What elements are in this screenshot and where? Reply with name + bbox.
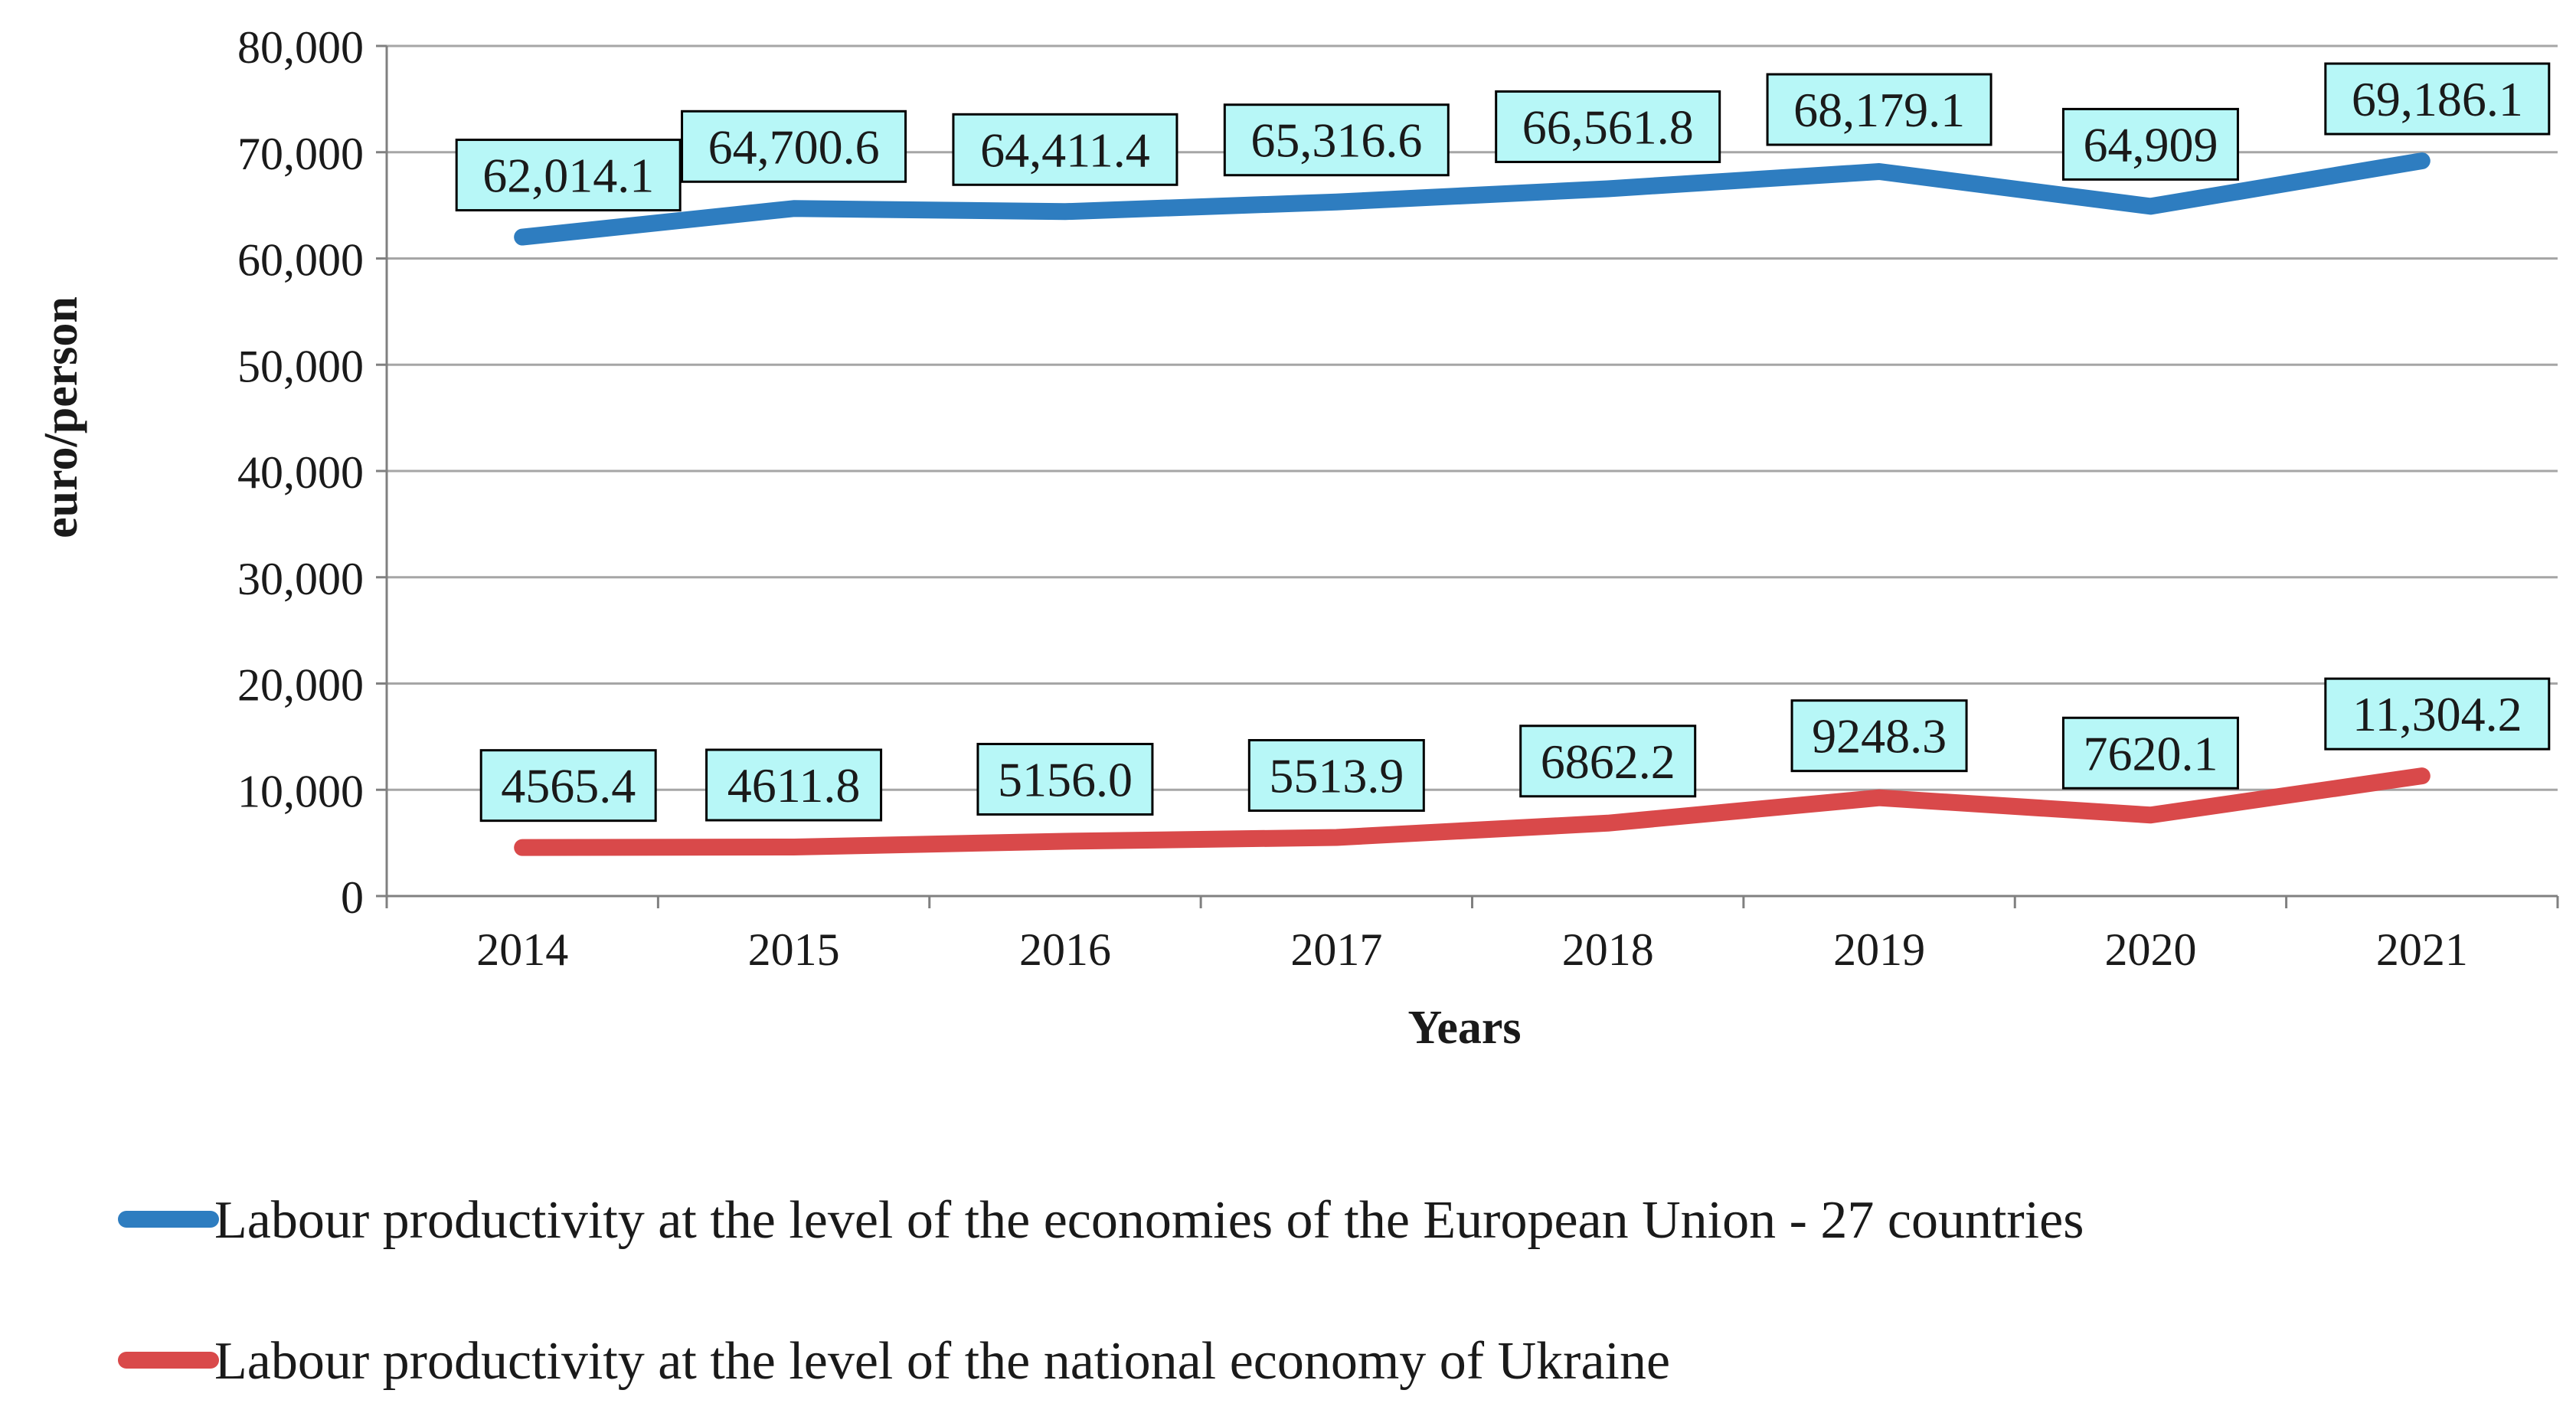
y-tick-label: 60,000 — [237, 235, 364, 286]
data-label-box — [1223, 103, 1450, 177]
x-tick-label: 2019 — [1833, 924, 1925, 975]
data-label-series1: 64,700.6 — [681, 110, 907, 183]
data-label-text: 64,700.6 — [708, 119, 880, 174]
data-label-text: 65,316.6 — [1250, 113, 1422, 168]
data-label-series2: 4565.4 — [479, 749, 657, 823]
legend-entry-1: Labour productivity at the level of the … — [118, 1191, 2084, 1250]
data-label-series2: 6862.2 — [1519, 724, 1697, 798]
x-tick-label: 2016 — [1019, 924, 1111, 975]
data-label-box — [455, 139, 682, 212]
data-label-text: 4611.8 — [727, 758, 861, 813]
data-label-box — [1495, 90, 1721, 163]
y-tick-label: 10,000 — [237, 766, 364, 816]
data-label-text: 69,186.1 — [2352, 72, 2523, 126]
y-tick-label: 0 — [341, 872, 364, 923]
data-label-text: 9248.3 — [1812, 709, 1947, 764]
y-tick-label: 40,000 — [237, 447, 364, 498]
x-tick-label: 2017 — [1290, 924, 1382, 975]
data-label-text: 5156.0 — [998, 752, 1133, 806]
data-label-text: 4565.4 — [501, 759, 636, 813]
x-tick-label: 2015 — [748, 924, 840, 975]
data-label-series1: 68,179.1 — [1766, 73, 1992, 146]
data-label-series2: 4611.8 — [705, 748, 883, 822]
data-label-box — [1766, 73, 1992, 146]
data-label-series2: 5156.0 — [976, 742, 1154, 816]
data-label-box — [2324, 62, 2551, 136]
data-label-box — [976, 742, 1154, 816]
data-label-box — [1790, 699, 1968, 773]
data-label-text: 6862.2 — [1541, 734, 1675, 789]
data-label-text: 11,304.2 — [2352, 687, 2522, 741]
data-label-box — [1519, 724, 1697, 798]
legend-label: Labour productivity at the level of the … — [214, 1332, 1670, 1391]
data-label-series2: 11,304.2 — [2324, 677, 2551, 751]
legend: Labour productivity at the level of the … — [118, 1191, 2084, 1391]
x-tick-label: 2021 — [2376, 924, 2468, 975]
data-label-series1: 69,186.1 — [2324, 62, 2551, 136]
data-label-text: 64,909 — [2083, 117, 2218, 172]
legend-entry-2: Labour productivity at the level of the … — [118, 1332, 1670, 1391]
axes: 0 10,000 20,000 30,000 40,000 50,000 60,000 70,… — [35, 22, 2559, 1054]
data-label-text: 68,179.1 — [1793, 83, 1965, 137]
y-tick-label: 80,000 — [237, 22, 364, 73]
series-lines — [514, 152, 2431, 856]
x-axis-title: Years — [1407, 1002, 1521, 1054]
data-label-box — [479, 749, 657, 823]
y-tick-label: 20,000 — [237, 660, 364, 711]
data-label-series1: 65,316.6 — [1223, 103, 1450, 177]
series-line-2 — [514, 767, 2431, 856]
y-tick-label: 50,000 — [237, 341, 364, 391]
y-tick-label: 30,000 — [237, 554, 364, 604]
data-label-series1: 64,411.4 — [952, 113, 1178, 186]
x-tick-label: 2018 — [1562, 924, 1654, 975]
legend-label: Labour productivity at the level of the … — [214, 1191, 2084, 1250]
data-label-series2: 9248.3 — [1790, 699, 1968, 773]
data-label-box — [2061, 716, 2239, 790]
x-tick-label: 2020 — [2104, 924, 2196, 975]
data-label-text: 64,411.4 — [980, 123, 1150, 177]
data-label-box — [1247, 738, 1425, 812]
data-label-series1: 64,909 — [2061, 107, 2239, 181]
data-label-series2: 7620.1 — [2061, 716, 2239, 790]
series-line-1 — [514, 152, 2431, 246]
y-tick-label: 70,000 — [237, 129, 364, 179]
data-label-series1: 62,014.1 — [455, 139, 682, 212]
data-label-box — [2324, 677, 2551, 751]
data-label-text: 7620.1 — [2083, 726, 2218, 780]
data-label-box — [952, 113, 1178, 186]
y-axis-title: euro/person — [35, 296, 87, 538]
data-label-text: 5513.9 — [1269, 748, 1404, 803]
data-label-box — [2061, 107, 2239, 181]
data-label-text: 66,561.8 — [1522, 100, 1694, 154]
data-label-series2: 5513.9 — [1247, 738, 1425, 812]
data-label-text: 62,014.1 — [482, 149, 654, 203]
data-labels: 62,014.1 64,700.6 64,411.4 65,316.6 66,561.8… — [455, 62, 2551, 823]
x-tick-label: 2014 — [476, 924, 568, 975]
data-label-series1: 66,561.8 — [1495, 90, 1721, 163]
data-label-box — [705, 748, 883, 822]
data-label-box — [681, 110, 907, 183]
